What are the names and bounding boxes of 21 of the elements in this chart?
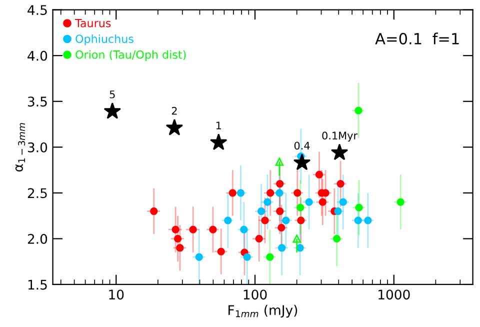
annotation: 0.4 [294, 142, 310, 150]
x-tick-label: 100 [244, 290, 267, 300]
annotation: A=0.1 f=1 [375, 32, 459, 44]
y-tick-label: 4.0 [28, 50, 48, 61]
y-tick-label: 2.5 [28, 188, 47, 198]
y-tick-label: 3.0 [28, 142, 48, 152]
legend-label: Ophiuchus [76, 34, 134, 46]
legend-label: Orion (Tau/Oph dist) [76, 50, 186, 61]
x-axis-title: F$_{1mm}$ (mJy) [228, 304, 298, 318]
y-tick-label: 4.5 [28, 5, 47, 16]
annotation: 1 [216, 122, 221, 130]
legend-label: Taurus [74, 19, 111, 28]
x-tick-label: 10 [109, 290, 124, 300]
x-tick-label: 1000 [378, 290, 410, 300]
annotation: 0.1Myr [322, 132, 358, 142]
y-axis-title: α$_{1−3mm}$ [15, 123, 26, 172]
annotation: 2 [172, 106, 177, 115]
y-tick-label: 2.0 [28, 234, 48, 244]
annotation: 5 [110, 90, 115, 98]
y-tick-label: 3.5 [28, 96, 47, 107]
y-tick-label: 1.5 [28, 280, 47, 290]
